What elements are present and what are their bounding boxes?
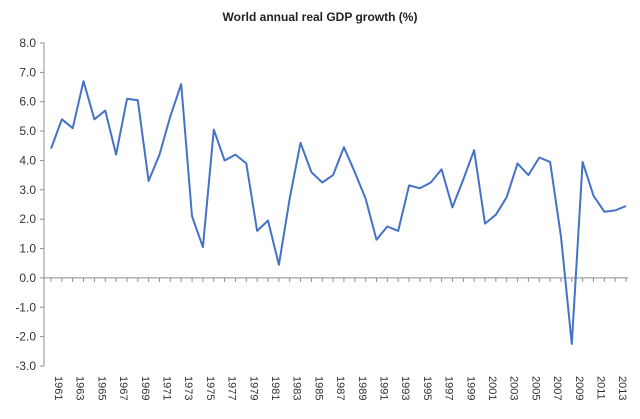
- x-tick-label: 1979: [247, 376, 259, 400]
- y-tick-label: -3.0: [15, 359, 36, 373]
- x-tick-label: 1981: [269, 376, 281, 400]
- x-tick-label: 1983: [291, 376, 303, 400]
- x-tick-label: 1973: [182, 376, 194, 400]
- x-tick-label: 1991: [378, 376, 390, 400]
- x-tick-label: 1961: [52, 376, 64, 400]
- y-axis-ticks: 8.0 7.0 6.0 5.0 4.0 3.0 2.0 1.0 0.0 -1.0 -2.0 -3.0: [15, 36, 44, 373]
- x-tick-label: 1987: [334, 376, 346, 400]
- y-tick-label: 1.0: [19, 242, 36, 256]
- y-tick-label: 0.0: [19, 271, 36, 285]
- chart-title: World annual real GDP growth (%): [222, 10, 418, 24]
- x-tick-label: 1989: [356, 376, 368, 400]
- x-tick-label: 2007: [551, 376, 563, 400]
- series-line-gdp-growth: [50, 80, 627, 345]
- y-tick-label: 6.0: [19, 95, 36, 109]
- y-tick-label: 5.0: [19, 124, 36, 138]
- x-tick-label: 1993: [399, 376, 411, 400]
- x-tick-label: 1971: [161, 376, 173, 400]
- y-tick-label: 2.0: [19, 212, 36, 226]
- x-tick-label: 2005: [529, 376, 541, 400]
- x-tick-label: 2009: [573, 376, 585, 400]
- x-tick-label: 2003: [508, 376, 520, 400]
- x-tick-label: 1969: [139, 376, 151, 400]
- y-tick-label: 8.0: [19, 36, 36, 50]
- x-tick-label: 1967: [117, 376, 129, 400]
- x-tick-label: 1999: [464, 376, 476, 400]
- x-tick-label: 2001: [486, 376, 498, 400]
- y-tick-label: 7.0: [19, 65, 36, 79]
- x-tick-label: 1965: [95, 376, 107, 400]
- y-tick-label: 3.0: [19, 183, 36, 197]
- x-tick-label: 1963: [74, 376, 86, 400]
- x-tick-label: 1985: [312, 376, 324, 400]
- y-tick-label: -1.0: [15, 300, 36, 314]
- x-tick-label: 2013: [616, 376, 628, 400]
- x-tick-label: 1977: [226, 376, 238, 400]
- y-tick-label: -2.0: [15, 330, 36, 344]
- axes: [43, 43, 628, 366]
- x-tick-label: 2011: [595, 376, 607, 400]
- x-tick-label: 1997: [443, 376, 455, 400]
- x-axis-ticks: 1961 1963 1965 1967 1969 1971 1973 1975 1977 1979…: [50, 277, 628, 400]
- y-tick-label: 4.0: [19, 153, 36, 167]
- x-tick-label: 1995: [421, 376, 433, 400]
- x-tick-label: 1975: [204, 376, 216, 400]
